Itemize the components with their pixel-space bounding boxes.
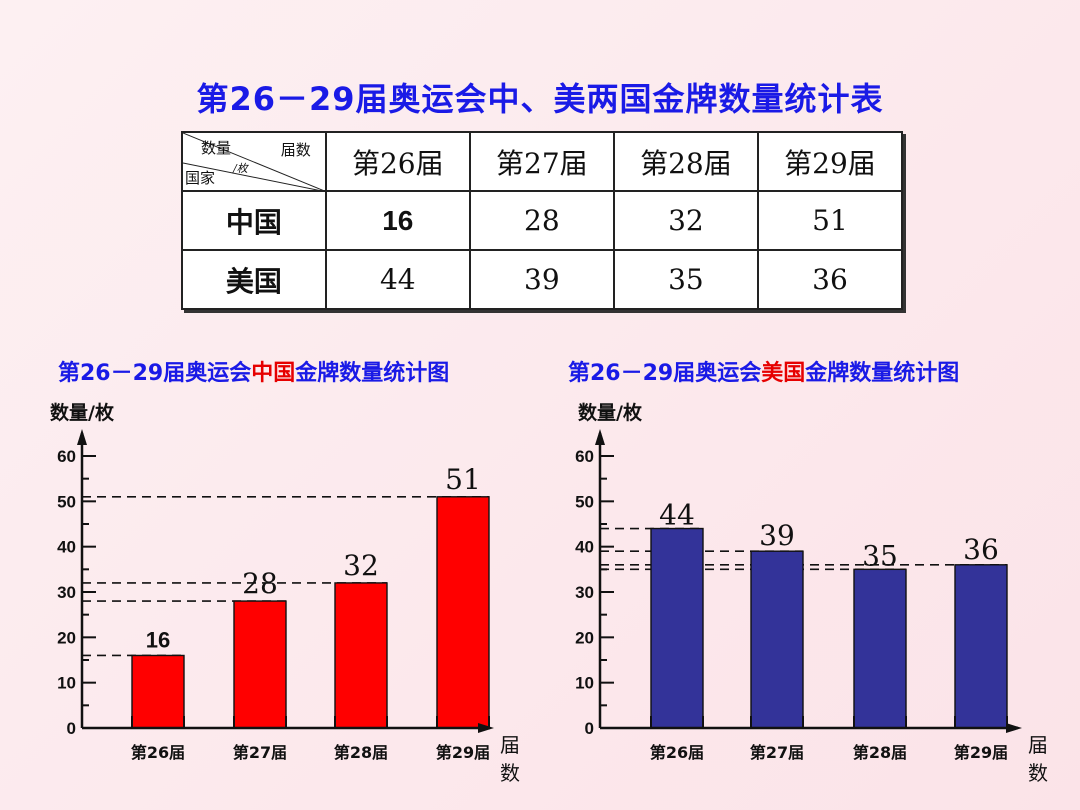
y-tick-label: 60 <box>575 447 594 466</box>
header-cell: 第26届 <box>324 131 471 192</box>
y-tick-label: 10 <box>575 674 594 693</box>
cell-value: 28 <box>468 190 615 251</box>
cell-value: 44 <box>324 249 471 310</box>
y-tick-label: 30 <box>57 583 76 602</box>
corner-unit-label: /枚 <box>233 162 248 175</box>
usa-title-prefix: 第26－29届奥运会 <box>568 361 762 386</box>
bar-第26届 <box>131 654 185 729</box>
corner-session-label: 届数 <box>280 141 311 159</box>
header-cell: 第29届 <box>756 131 904 192</box>
usa-y-axis-label: 数量/枚 <box>578 402 642 424</box>
x-category-label: 第29届 <box>954 743 1008 762</box>
x-category-label: 第28届 <box>334 743 388 762</box>
table-row-china: 中国 16 28 32 51 <box>181 190 904 251</box>
bar-value-label: 51 <box>445 463 481 496</box>
china-title-prefix: 第26－29届奥运会 <box>58 361 252 386</box>
china-chart-title: 第26－29届奥运会中国金牌数量统计图 <box>58 355 449 387</box>
y-tick-label: 10 <box>57 674 76 693</box>
cell-value: 51 <box>756 190 904 251</box>
x-axis-label: 数 <box>1028 761 1048 785</box>
bar-value-label: 44 <box>659 499 695 532</box>
usa-title-highlight: 美国 <box>761 361 806 386</box>
x-axis-label: 届 <box>1028 733 1048 757</box>
bar-value-label: 36 <box>963 533 999 566</box>
bar-第28届 <box>334 582 388 729</box>
y-tick-label: 20 <box>57 628 76 647</box>
bar-第29届 <box>954 564 1008 729</box>
bar-value-label: 16 <box>146 627 170 652</box>
row-header-china: 中国 <box>181 190 327 251</box>
header-cell: 第28届 <box>612 131 759 192</box>
bar-第27届 <box>233 600 287 729</box>
cell-value: 39 <box>468 249 615 310</box>
x-axis-arrow-icon <box>1006 723 1022 733</box>
y-tick-label: 50 <box>57 492 76 511</box>
table-row-usa: 美国 44 39 35 36 <box>181 249 904 310</box>
x-axis-label: 届 <box>500 733 520 757</box>
usa-bar-chart: 0 10 20 30 40 50 60 第26届 第27届 第28届 第29届 44 39 35 36 届数 <box>575 429 1048 785</box>
table-header-row: 数量 届数 /枚 国家 第26届 第27届 第28届 第29届 <box>181 131 904 192</box>
y-tick-label: 30 <box>575 583 594 602</box>
usa-title-suffix: 金牌数量统计图 <box>805 361 960 386</box>
row-header-usa: 美国 <box>181 249 327 310</box>
bar-第29届 <box>436 496 490 729</box>
bar-第27届 <box>750 550 804 729</box>
y-tick-label: 0 <box>585 719 594 738</box>
page-title: 第26－29届奥运会中、美两国金牌数量统计表 <box>196 80 884 118</box>
x-category-label: 第26届 <box>131 743 185 762</box>
corner-quantity-label: 数量 <box>201 139 232 157</box>
y-tick-label: 40 <box>575 538 594 557</box>
china-title-highlight: 中国 <box>251 361 296 386</box>
china-y-axis-label: 数量/枚 <box>50 402 114 424</box>
bar-value-label: 35 <box>862 539 898 572</box>
y-tick-label: 50 <box>575 492 594 511</box>
y-axis-arrow-icon <box>77 429 87 445</box>
usa-chart-title: 第26－29届奥运会美国金牌数量统计图 <box>568 355 959 387</box>
china-bar-chart: 0 10 20 30 40 50 60 第26届 第27届 第28届 第29届 16 28 32 51 届数 <box>57 429 520 785</box>
cell-value: 35 <box>612 249 759 310</box>
cell-value: 36 <box>756 249 904 310</box>
y-tick-label: 20 <box>575 628 594 647</box>
cell-value: 32 <box>612 190 759 251</box>
x-category-label: 第29届 <box>436 743 490 762</box>
bar-第28届 <box>853 568 907 729</box>
cell-value: 16 <box>324 190 471 251</box>
corner-diagonal-lines <box>183 133 327 192</box>
y-tick-label: 0 <box>67 719 76 738</box>
bar-value-label: 28 <box>242 567 278 600</box>
header-cell: 第27届 <box>468 131 615 192</box>
bar-value-label: 32 <box>343 549 379 582</box>
x-axis-label: 数 <box>500 761 520 785</box>
x-category-label: 第27届 <box>233 743 287 762</box>
corner-country-label: 国家 <box>185 169 216 187</box>
x-axis-arrow-icon <box>478 723 494 733</box>
china-title-suffix: 金牌数量统计图 <box>295 361 450 386</box>
x-category-label: 第28届 <box>853 743 907 762</box>
y-tick-label: 60 <box>57 447 76 466</box>
y-axis-arrow-icon <box>595 429 605 445</box>
medal-stats-table: 数量 届数 /枚 国家 第26届 第27届 第28届 第29届 中国 16 28… <box>181 131 904 310</box>
bar-value-label: 39 <box>759 519 795 552</box>
bar-第26届 <box>650 527 704 729</box>
x-category-label: 第26届 <box>650 743 704 762</box>
table-corner-cell: 数量 届数 /枚 国家 <box>181 131 327 192</box>
x-category-label: 第27届 <box>750 743 804 762</box>
y-tick-label: 40 <box>57 538 76 557</box>
